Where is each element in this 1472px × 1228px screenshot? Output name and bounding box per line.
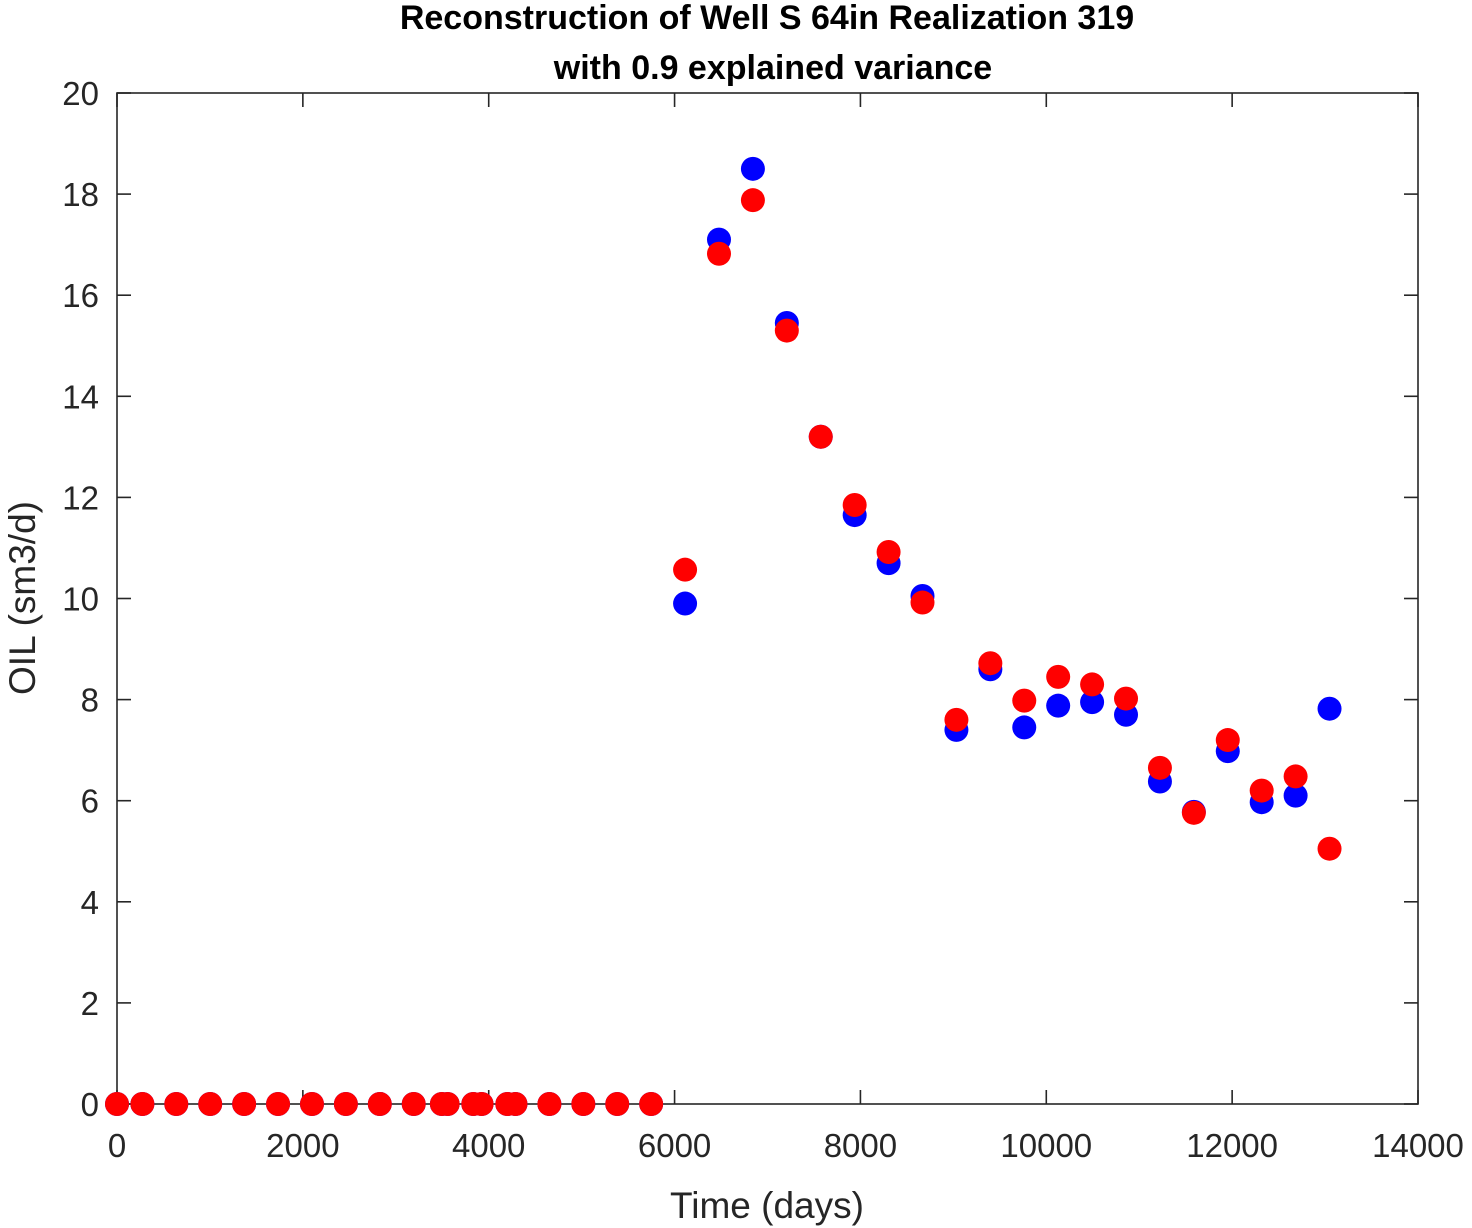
x-tick-label: 10000 [1000, 1127, 1092, 1164]
data-point [503, 1092, 528, 1116]
axis-ticks: 0 2000 4000 6000 8000 10000 12000 14000 0 2 4 6 8 10 1… [62, 75, 1464, 1164]
plot-area-frame [116, 92, 1419, 1105]
x-tick-label: 14000 [1372, 1127, 1464, 1164]
data-point [944, 707, 969, 732]
x-tick-label: 12000 [1186, 1127, 1278, 1164]
data-point [1147, 755, 1172, 780]
data-point [130, 1092, 155, 1116]
y-tick-label: 4 [81, 884, 99, 921]
data-point [673, 591, 698, 616]
x-tick-label: 8000 [824, 1127, 897, 1164]
data-point [1215, 728, 1240, 753]
data-point [105, 1092, 129, 1116]
y-tick-label: 14 [62, 378, 99, 415]
data-point [1046, 664, 1071, 689]
y-tick-label: 2 [81, 985, 99, 1022]
data-point [266, 1092, 291, 1116]
y-axis-label: OIL (sm3/d) [2, 501, 43, 695]
data-point [1114, 686, 1139, 711]
data-point [1317, 696, 1342, 721]
x-axis-label: Time (days) [670, 1185, 864, 1226]
data-point [164, 1092, 189, 1116]
data-point [401, 1092, 426, 1116]
y-tick-label: 12 [62, 479, 99, 516]
data-point [299, 1092, 324, 1116]
data-point [842, 492, 867, 517]
series-2 [105, 188, 1342, 1116]
y-tick-label: 0 [81, 1086, 99, 1123]
data-point [1317, 836, 1342, 861]
data-point [808, 424, 833, 449]
data-point [706, 241, 731, 266]
y-tick-label: 6 [81, 783, 99, 820]
y-tick-label: 8 [81, 682, 99, 719]
data-point [537, 1092, 562, 1116]
data-point [1283, 783, 1308, 808]
data-point [774, 318, 799, 343]
data-point [740, 188, 765, 213]
y-tick-label: 18 [62, 176, 99, 213]
data-points [105, 156, 1342, 1116]
x-tick-label: 6000 [638, 1127, 711, 1164]
series-1 [105, 156, 1342, 1116]
x-tick-label: 0 [108, 1127, 126, 1164]
data-point [673, 557, 698, 582]
data-point [232, 1092, 257, 1116]
data-point [333, 1092, 358, 1116]
data-point [605, 1092, 630, 1116]
data-point [1080, 690, 1105, 715]
data-point [469, 1092, 494, 1116]
data-point [1249, 778, 1274, 803]
data-point [910, 590, 935, 615]
data-point [1012, 715, 1037, 740]
data-point [571, 1092, 596, 1116]
data-point [1181, 800, 1206, 825]
chart-title: Reconstruction of Well S 64in Realizatio… [400, 0, 1134, 37]
data-point [978, 651, 1003, 676]
x-tick-label: 4000 [452, 1127, 525, 1164]
data-point [1283, 764, 1308, 789]
data-point [740, 156, 765, 181]
data-point [876, 539, 901, 564]
data-point [1012, 688, 1037, 713]
data-point [367, 1092, 392, 1116]
data-point [1080, 672, 1105, 697]
data-point [639, 1092, 664, 1116]
x-tick-label: 2000 [266, 1127, 339, 1164]
data-point [1046, 693, 1071, 718]
data-point [435, 1092, 460, 1116]
y-tick-label: 16 [62, 277, 99, 314]
y-tick-label: 20 [62, 75, 99, 112]
y-tick-label: 10 [62, 581, 99, 618]
chart-subtitle: with 0.9 explained variance [553, 49, 992, 87]
data-point [198, 1092, 223, 1116]
